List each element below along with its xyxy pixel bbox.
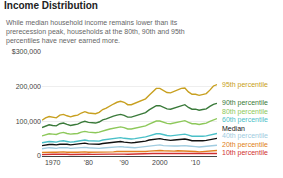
svg-text:1970: 1970 — [45, 159, 61, 166]
svg-text:'10: '10 — [191, 159, 200, 166]
svg-text:Income Distribution: Income Distribution — [4, 0, 98, 11]
svg-text:While median household income: While median household income remains lo… — [6, 19, 185, 45]
svg-text:40th percentile: 40th percentile — [222, 132, 268, 140]
svg-text:100,000: 100,000 — [16, 118, 41, 125]
svg-text:80th percentile: 80th percentile — [222, 108, 268, 116]
svg-text:90th percentile: 90th percentile — [222, 99, 268, 107]
svg-text:0: 0 — [37, 152, 41, 159]
svg-text:60th percentile: 60th percentile — [222, 116, 268, 124]
svg-text:$300,000: $300,000 — [12, 48, 41, 55]
svg-text:2000: 2000 — [152, 159, 168, 166]
svg-text:10th percentile: 10th percentile — [222, 149, 268, 157]
svg-text:200,000: 200,000 — [16, 83, 41, 90]
svg-text:'80: '80 — [84, 159, 93, 166]
svg-text:95th percentile: 95th percentile — [222, 81, 268, 89]
svg-text:Median: Median — [222, 125, 245, 132]
svg-text:'90: '90 — [120, 159, 129, 166]
svg-text:20th percentile: 20th percentile — [222, 141, 268, 149]
